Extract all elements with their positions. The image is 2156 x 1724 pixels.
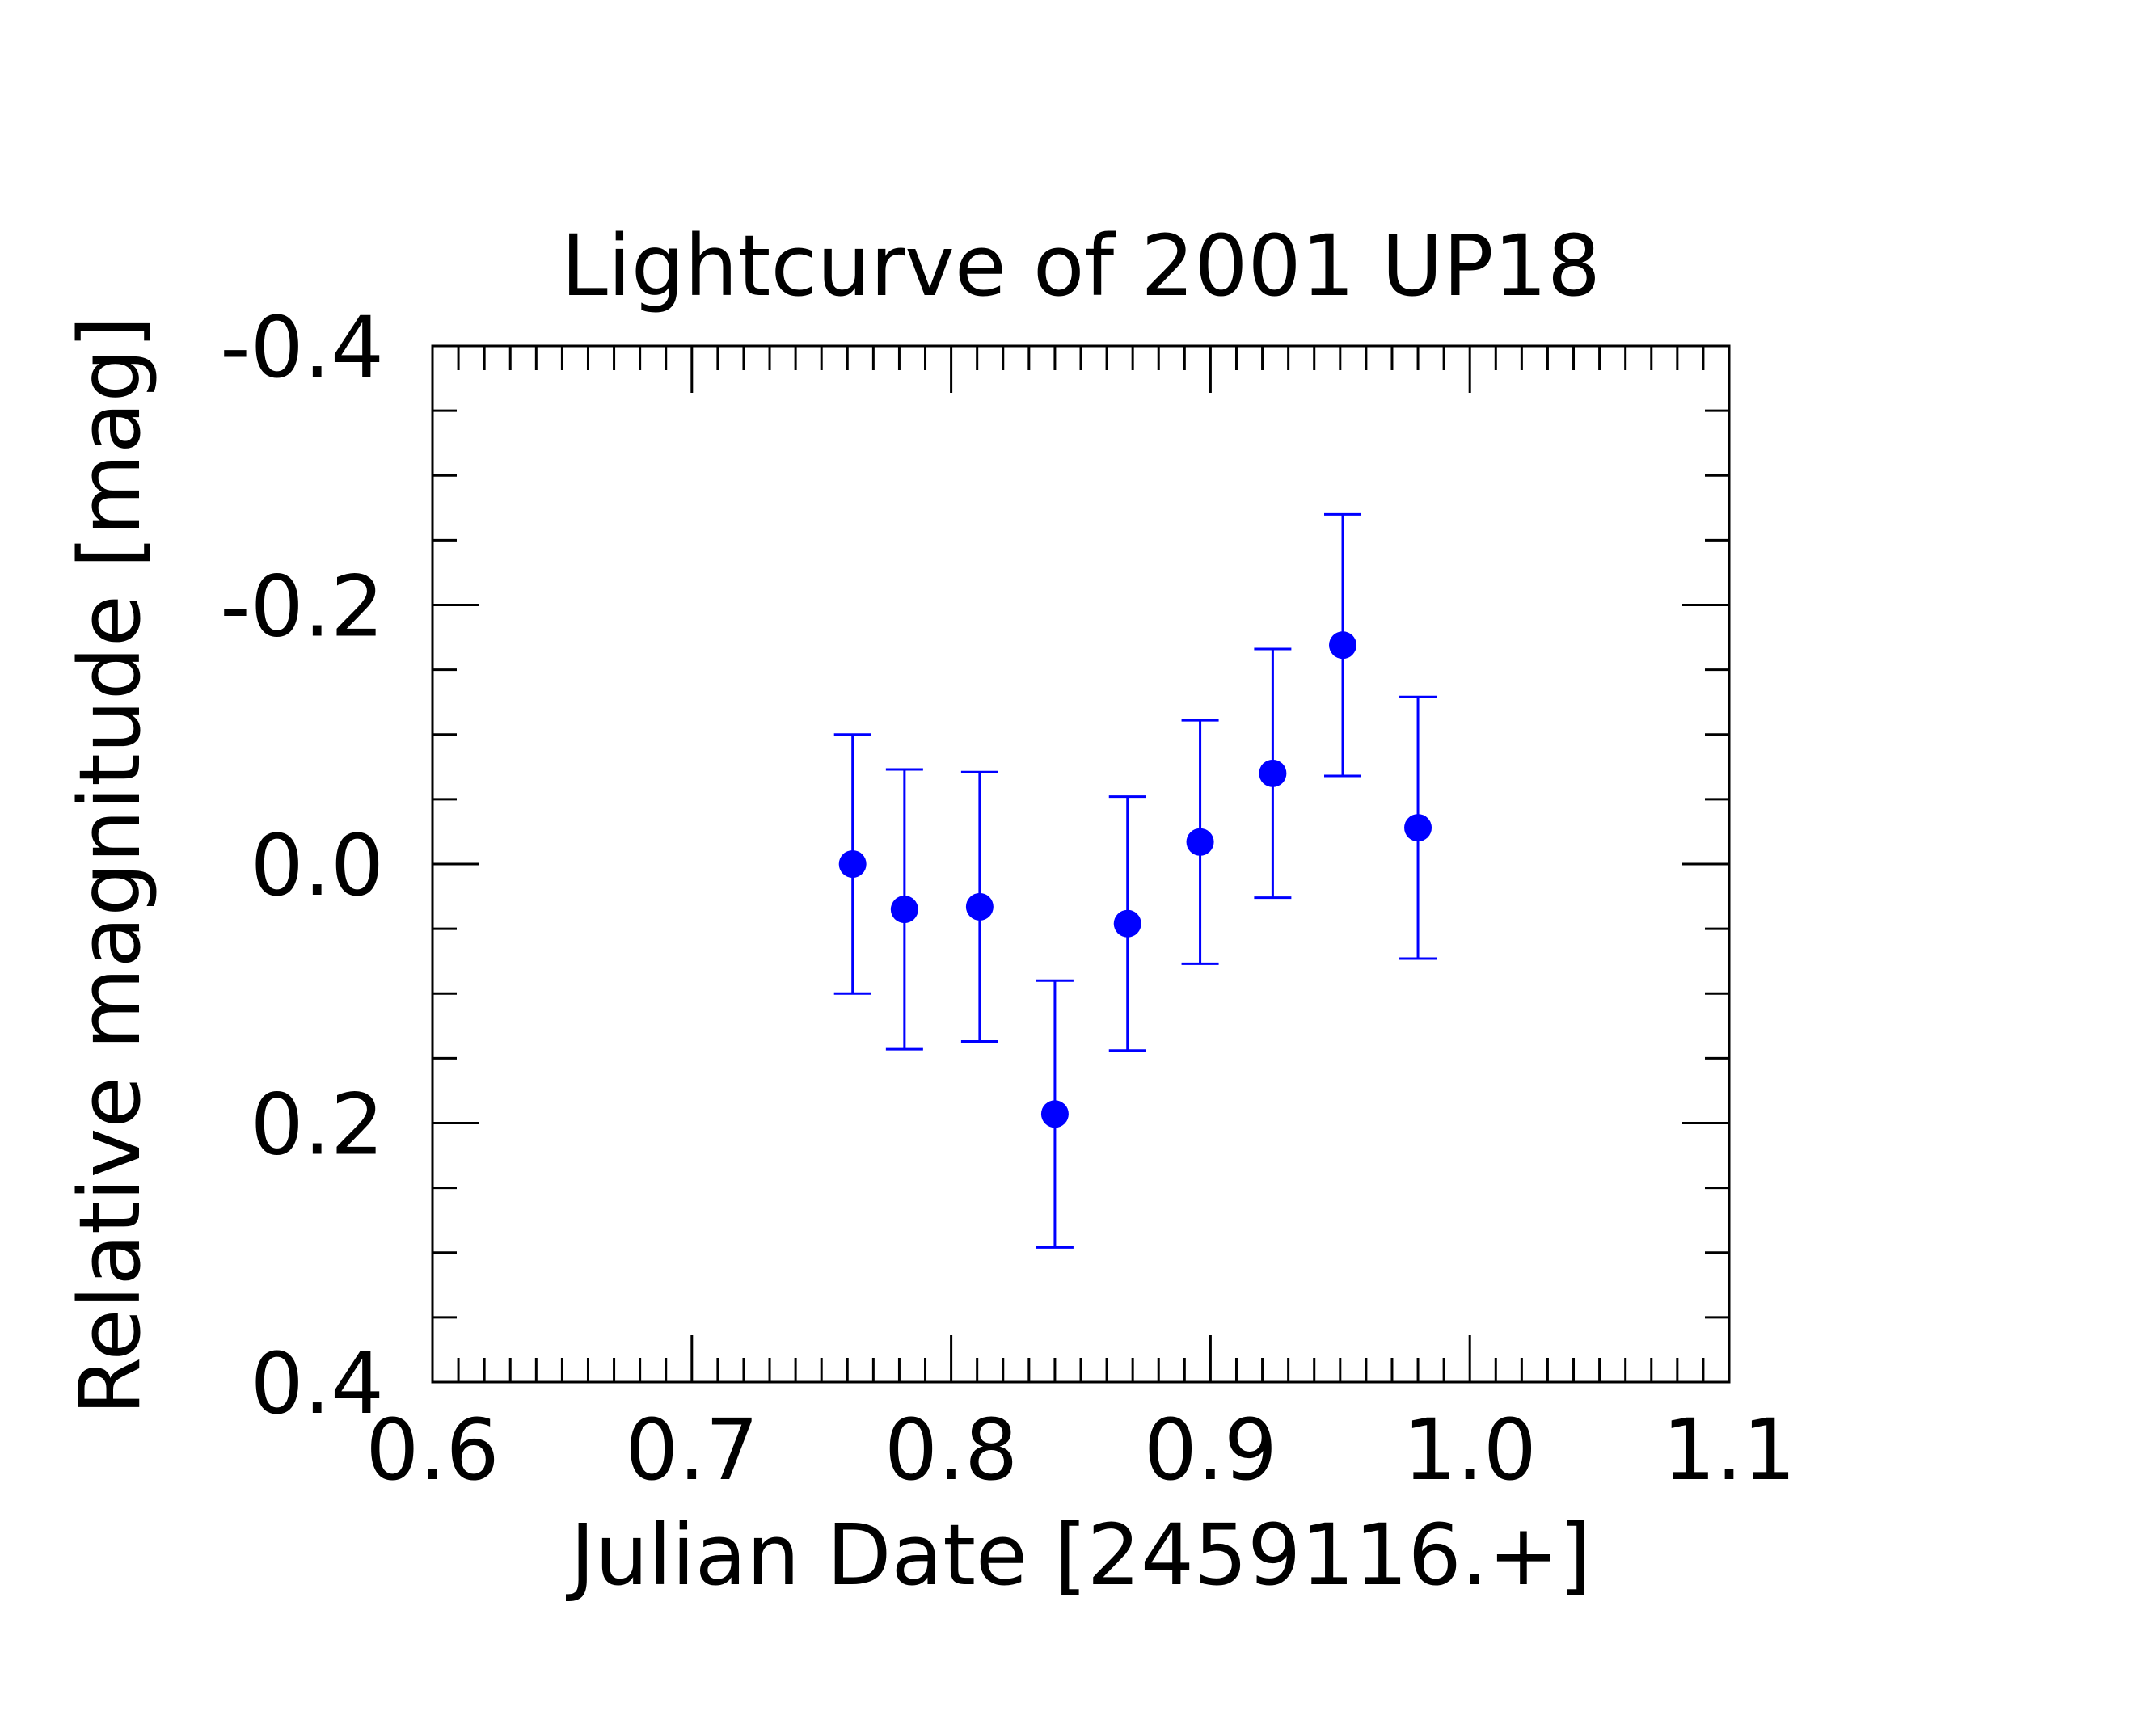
x-tick-label: 0.8 [884,1401,1018,1499]
data-point [1036,979,1074,1249]
data-marker [1404,814,1432,842]
y-tick-label: -0.2 [220,558,384,656]
plot-frame [431,344,1731,1384]
data-point [1399,695,1437,960]
data-marker [965,892,994,921]
data-marker [838,850,867,878]
y-tick-label: 0.4 [251,1334,384,1433]
data-point [960,770,998,1043]
minor-ticks [432,346,1729,1382]
chart-title: Lightcurve of 2001 UP18 [561,217,1601,315]
x-tick-label: 0.9 [1144,1401,1277,1499]
data-point [885,768,923,1051]
data-marker [1186,828,1214,856]
y-tick-label: 0.2 [251,1076,384,1174]
data-marker [1040,1100,1069,1128]
data-point [1324,512,1362,778]
x-tick-label: 0.6 [365,1401,499,1499]
x-tick-label: 1.1 [1662,1401,1795,1499]
tick-labels: 0.6 0.7 0.8 0.9 1.0 1.1 -0.4 -0.2 0.0 0.2 0.4 [220,298,1796,1499]
x-tick-label: 1.0 [1403,1401,1536,1499]
data-point [1108,795,1146,1052]
y-tick-label: 0.0 [251,816,384,915]
data-points [833,512,1437,1249]
data-marker [890,896,918,924]
y-axis-label: Relative magnitude [mag] [61,316,159,1415]
data-point [1181,719,1219,965]
y-tick-label: -0.4 [220,298,384,397]
x-axis-label: Julian Date [2459116.+] [565,1506,1591,1604]
x-tick-label: 0.7 [625,1401,758,1499]
data-marker [1113,909,1141,938]
data-point [1254,647,1292,900]
data-point [833,733,871,995]
data-marker [1329,631,1357,660]
data-marker [1259,759,1287,787]
